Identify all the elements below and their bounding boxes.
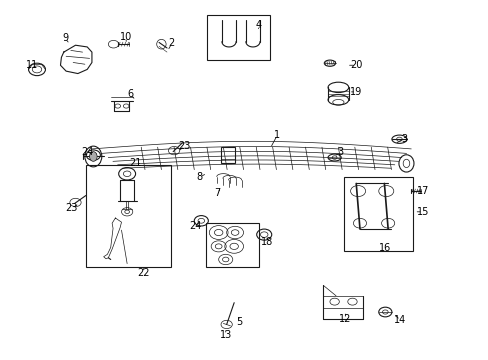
Text: 3: 3 bbox=[337, 147, 343, 157]
Bar bbox=[221, 147, 235, 163]
Bar bbox=[344, 176, 413, 251]
Text: 18: 18 bbox=[261, 237, 273, 247]
Text: 15: 15 bbox=[416, 207, 428, 217]
Text: 2: 2 bbox=[168, 39, 175, 49]
Text: 9: 9 bbox=[62, 33, 68, 43]
Text: 7: 7 bbox=[214, 188, 221, 198]
Ellipse shape bbox=[89, 152, 97, 161]
Bar bbox=[206, 15, 270, 60]
Text: 24: 24 bbox=[81, 147, 93, 157]
Text: 23: 23 bbox=[178, 141, 190, 151]
Text: 16: 16 bbox=[378, 243, 391, 253]
Bar bbox=[86, 165, 171, 267]
Text: 20: 20 bbox=[349, 60, 362, 70]
Text: 3: 3 bbox=[400, 134, 407, 144]
Text: 1: 1 bbox=[274, 130, 280, 140]
Text: 5: 5 bbox=[235, 317, 242, 327]
Bar bbox=[205, 223, 258, 267]
Text: 6: 6 bbox=[127, 89, 134, 99]
Text: 12: 12 bbox=[339, 314, 351, 324]
Text: 8: 8 bbox=[197, 172, 203, 182]
Text: 17: 17 bbox=[416, 186, 428, 196]
Text: 14: 14 bbox=[393, 315, 406, 325]
Text: 19: 19 bbox=[349, 87, 362, 97]
Text: 4: 4 bbox=[255, 20, 261, 30]
Text: 24: 24 bbox=[189, 221, 201, 231]
Text: 21: 21 bbox=[129, 158, 142, 168]
Text: 23: 23 bbox=[65, 203, 78, 213]
Text: 13: 13 bbox=[219, 330, 231, 340]
Text: 22: 22 bbox=[137, 267, 149, 278]
Text: 10: 10 bbox=[120, 32, 132, 42]
Text: 11: 11 bbox=[26, 60, 39, 70]
